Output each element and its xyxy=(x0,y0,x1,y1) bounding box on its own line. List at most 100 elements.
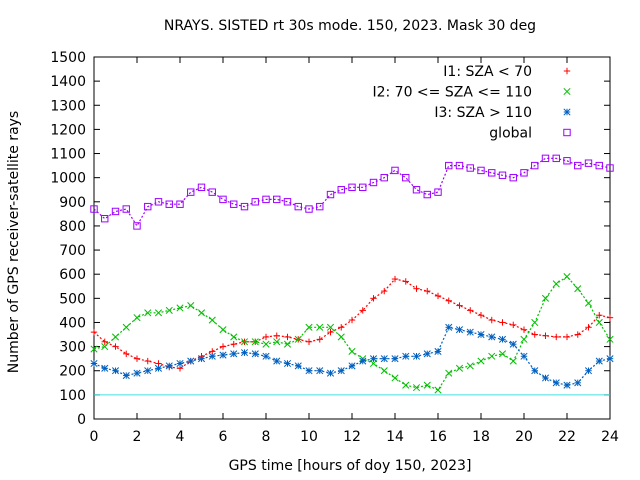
point-global xyxy=(316,202,324,211)
point-i3 xyxy=(380,355,388,363)
point-i3 xyxy=(584,367,593,375)
point-i3 xyxy=(251,350,259,358)
series-line-i3 xyxy=(93,326,611,386)
series-line-i1 xyxy=(93,278,611,369)
point-global xyxy=(144,202,152,211)
point-global xyxy=(552,154,560,163)
point-i1 xyxy=(348,316,356,324)
legend-label-i2: I2: 70 <= SZA <= 110 xyxy=(372,85,532,101)
legend-marker-i2 xyxy=(563,87,571,96)
point-i3 xyxy=(402,352,410,360)
point-i1 xyxy=(101,338,108,345)
point-i3 xyxy=(122,372,130,380)
point-i3 xyxy=(283,359,292,368)
y-tick-label: 800 xyxy=(59,219,86,235)
x-tick-label: 4 xyxy=(176,429,185,445)
point-i1 xyxy=(359,307,366,314)
point-i3 xyxy=(326,369,335,377)
point-i2 xyxy=(509,357,517,365)
point-i1 xyxy=(123,350,130,358)
point-i2 xyxy=(294,335,302,343)
axes: 0100200300400500600700800900100011001200… xyxy=(50,50,619,445)
x-tick-label: 20 xyxy=(515,429,533,445)
point-i1 xyxy=(456,302,463,309)
point-i2 xyxy=(305,323,313,331)
point-i2 xyxy=(348,347,356,355)
point-i3 xyxy=(455,326,464,334)
point-global xyxy=(574,161,582,170)
point-i3 xyxy=(187,357,195,365)
point-i2 xyxy=(111,333,120,341)
x-tick-label: 8 xyxy=(262,429,271,445)
point-i2 xyxy=(122,323,130,331)
x-tick-label: 16 xyxy=(429,429,447,445)
legend-marker-i1 xyxy=(563,67,571,75)
point-i1 xyxy=(585,324,592,331)
point-i3 xyxy=(294,362,302,370)
series-line-global xyxy=(93,157,611,228)
point-global xyxy=(219,195,227,204)
x-tick-label: 2 xyxy=(133,429,142,445)
point-global xyxy=(541,154,550,163)
point-global xyxy=(488,169,496,177)
point-global xyxy=(273,195,281,204)
point-i2 xyxy=(187,302,195,310)
y-tick-label: 1300 xyxy=(50,98,86,114)
point-global xyxy=(477,166,485,175)
point-i1 xyxy=(424,287,431,295)
point-global xyxy=(402,173,410,182)
point-i3 xyxy=(412,352,421,360)
point-i2 xyxy=(498,350,507,358)
x-tick-label: 6 xyxy=(219,429,228,445)
legend: I1: SZA < 70 I2: 70 <= SZA <= 110 I3: SZA … xyxy=(372,64,571,142)
point-i3 xyxy=(273,357,281,365)
point-i2 xyxy=(230,333,238,341)
point-i2 xyxy=(144,309,152,317)
point-global xyxy=(359,183,367,192)
y-tick-label: 900 xyxy=(59,195,86,211)
point-i2 xyxy=(488,352,496,360)
point-global xyxy=(595,161,603,170)
point-i3 xyxy=(509,340,517,348)
point-i1 xyxy=(90,328,98,336)
point-i2 xyxy=(283,340,292,348)
point-global xyxy=(380,173,388,182)
point-global xyxy=(369,178,378,187)
point-global xyxy=(466,164,474,172)
y-tick-label: 400 xyxy=(59,315,86,331)
y-tick-label: 200 xyxy=(59,364,86,380)
point-global xyxy=(197,183,206,192)
point-global xyxy=(606,164,614,172)
point-i1 xyxy=(230,340,237,348)
point-i1 xyxy=(467,307,474,314)
point-i2 xyxy=(316,323,324,331)
x-axis-label: GPS time [hours of doy 150, 2023] xyxy=(229,458,472,474)
point-i2 xyxy=(541,294,550,302)
point-i3 xyxy=(348,362,356,370)
point-i1 xyxy=(477,312,485,319)
point-i2 xyxy=(402,381,410,389)
point-i3 xyxy=(101,364,109,372)
point-i3 xyxy=(606,355,614,363)
point-global xyxy=(165,200,173,208)
point-i1 xyxy=(327,328,334,336)
point-global xyxy=(101,214,109,223)
point-i1 xyxy=(402,278,409,285)
point-i1 xyxy=(133,355,141,362)
point-i3 xyxy=(445,323,453,331)
point-global xyxy=(520,169,528,177)
y-tick-label: 0 xyxy=(77,412,86,428)
point-i3 xyxy=(520,352,528,360)
point-i3 xyxy=(466,328,474,336)
point-i3 xyxy=(359,357,367,365)
point-i3 xyxy=(154,364,163,372)
point-global xyxy=(240,202,249,211)
point-i2 xyxy=(165,306,173,314)
point-i2 xyxy=(520,335,528,343)
legend-label-i3: I3: SZA > 110 xyxy=(434,105,532,121)
point-i3 xyxy=(305,367,313,375)
x-tick-label: 18 xyxy=(472,429,490,445)
point-i3 xyxy=(197,355,206,363)
point-i2 xyxy=(595,318,603,327)
